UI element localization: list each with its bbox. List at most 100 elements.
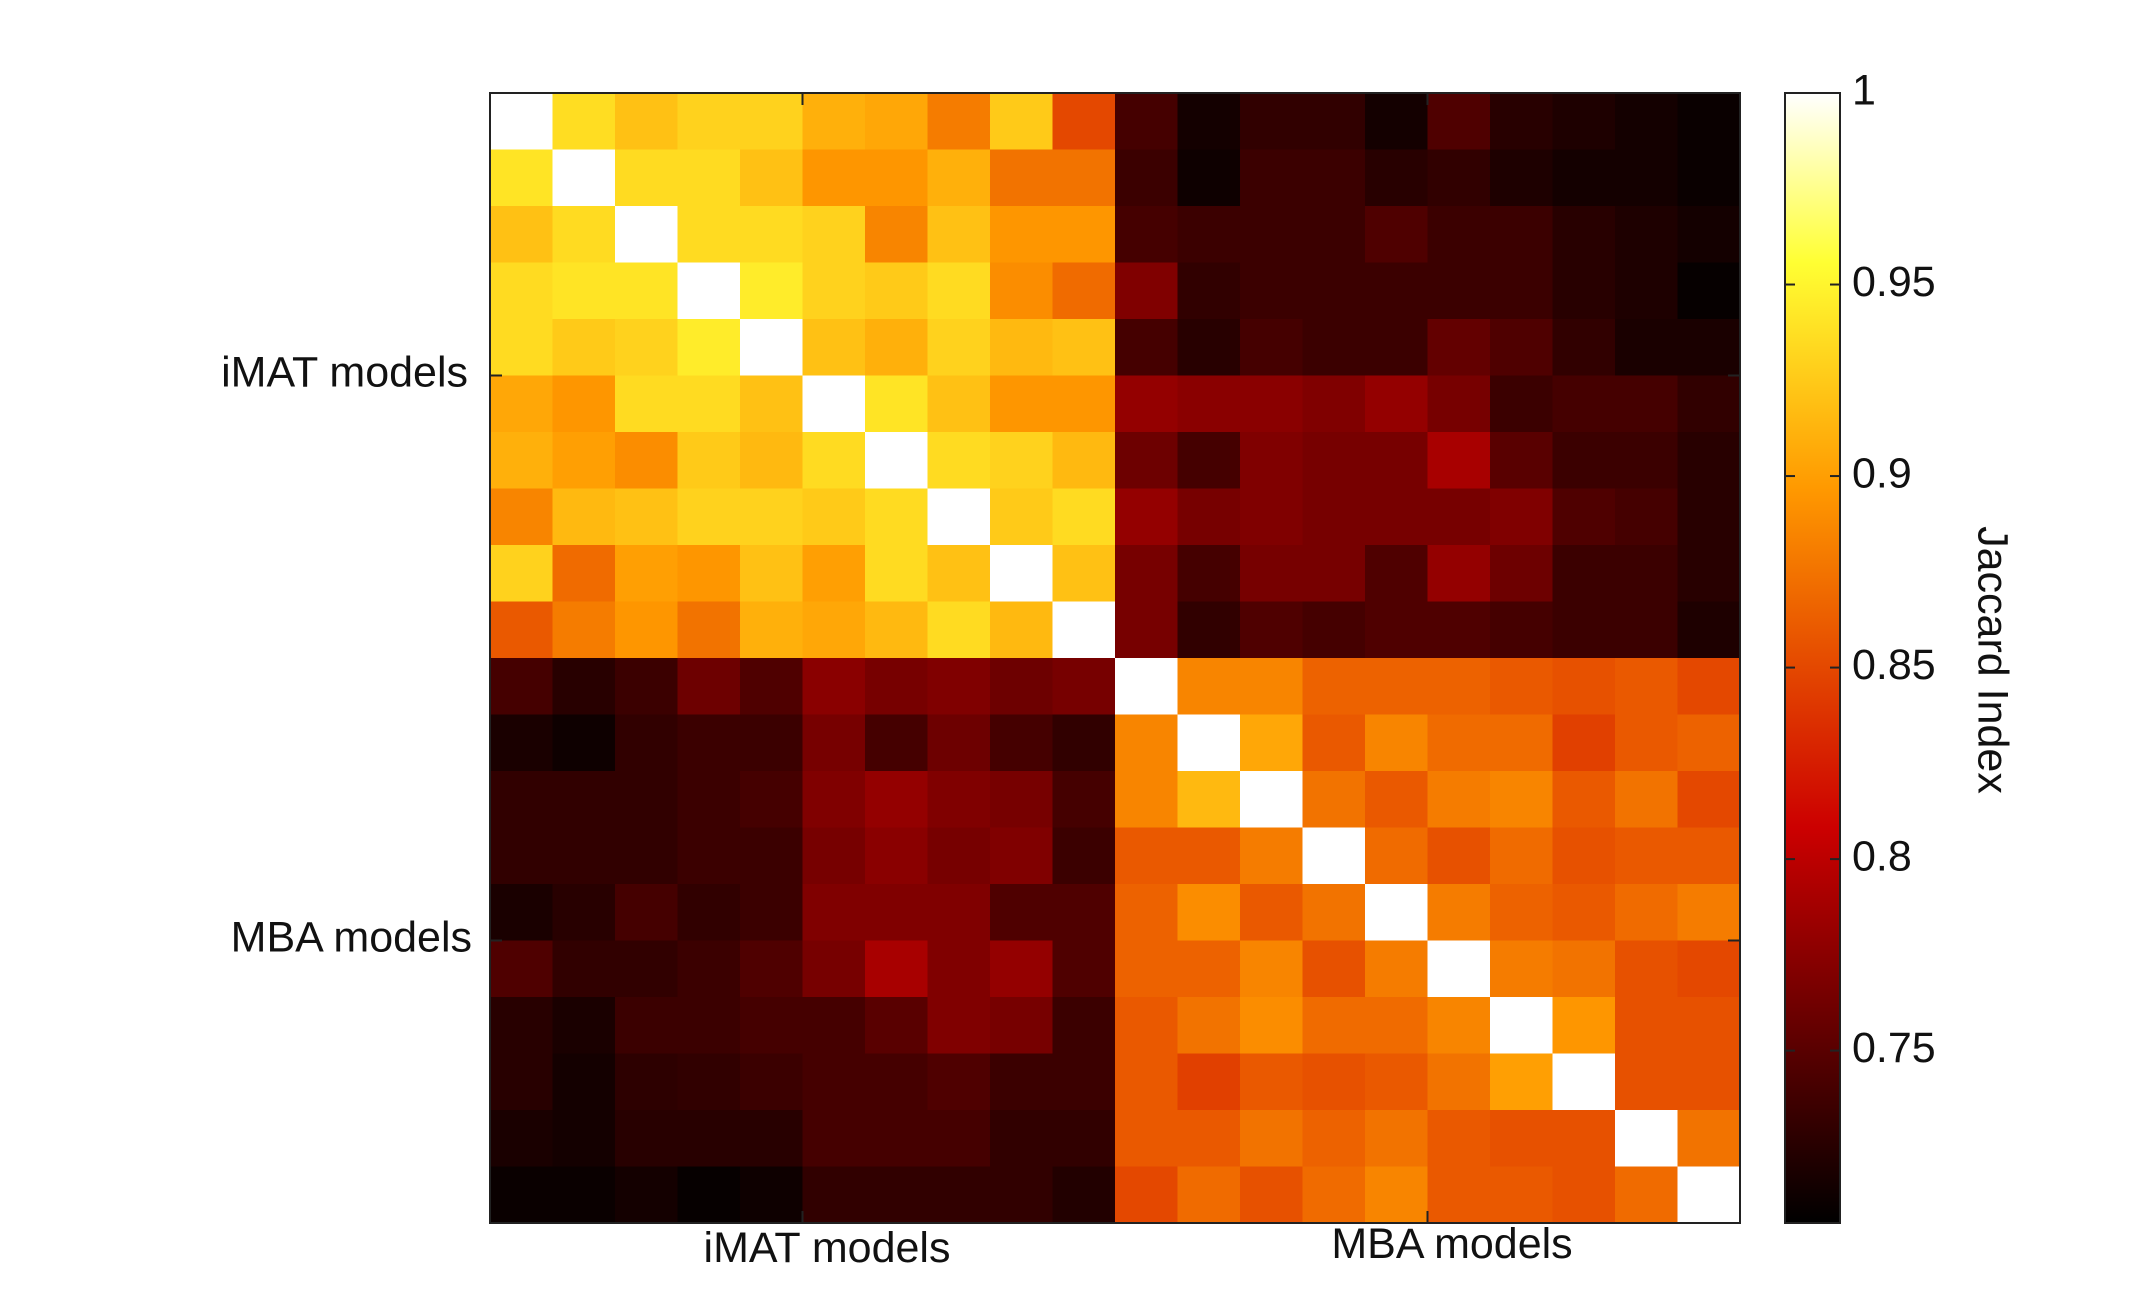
heatmap-cell [802,206,866,264]
heatmap-cell [1115,658,1179,716]
heatmap-cell [740,488,804,546]
heatmap-cell [1302,319,1366,377]
heatmap-cell [677,375,741,433]
heatmap-cell [1115,319,1179,377]
heatmap-cell [865,319,929,377]
heatmap-cell [1115,149,1179,207]
heatmap-cell [615,884,679,942]
heatmap-cell [990,601,1054,659]
heatmap-cell [1677,319,1741,377]
heatmap-cell [1302,206,1366,264]
heatmap-cell [1240,488,1304,546]
heatmap-cell [1177,1053,1241,1111]
heatmap-cell [490,771,554,829]
heatmap-cell [1552,545,1616,603]
heatmap-cell [552,827,616,885]
heatmap-cell [865,940,929,998]
heatmap-cell [1365,714,1429,772]
heatmap-cell [490,658,554,716]
heatmap-cell [1677,1166,1741,1224]
heatmap-cell [615,601,679,659]
heatmap-cell [552,375,616,433]
heatmap-cell [1177,93,1241,151]
heatmap-cell [1677,714,1741,772]
heatmap-cell [615,1110,679,1168]
heatmap-cell [802,1166,866,1224]
heatmap-cell [927,1166,991,1224]
heatmap-cell [1677,771,1741,829]
heatmap-cell [1302,658,1366,716]
colorbar-ticks: 1 0.95 0.9 0.85 0.8 0.75 [1785,66,1936,1072]
heatmap-cell [1052,940,1116,998]
heatmap-cell [1552,771,1616,829]
heatmap-cell [552,488,616,546]
heatmap-cell [1177,375,1241,433]
heatmap-cell [1115,545,1179,603]
heatmap-cell [927,488,991,546]
heatmap-cell [1427,771,1491,829]
heatmap-cell [802,714,866,772]
heatmap-cell [1240,1053,1304,1111]
heatmap-cell [740,997,804,1055]
heatmap-cell [490,1053,554,1111]
heatmap-cell [802,488,866,546]
heatmap-cell [740,375,804,433]
heatmap-cell [1490,771,1554,829]
heatmap-cell [865,1110,929,1168]
heatmap-cell [1490,827,1554,885]
heatmap-cell [1677,262,1741,320]
heatmap-cell [740,1110,804,1168]
heatmap-cell [677,93,741,151]
heatmap-cell [1427,545,1491,603]
heatmap-cell [552,714,616,772]
heatmap-cell [1052,375,1116,433]
heatmap-cell [677,1166,741,1224]
heatmap-cell [490,884,554,942]
x-tick-label-imat: iMAT models [704,1224,951,1272]
heatmap-cell [990,771,1054,829]
heatmap-cell [1552,997,1616,1055]
heatmap-cell [927,714,991,772]
heatmap-cell [490,319,554,377]
heatmap-cell [1615,997,1679,1055]
heatmap-cell [865,545,929,603]
heatmap-cell [990,488,1054,546]
heatmap-cell [990,262,1054,320]
heatmap-cell [1302,1053,1366,1111]
heatmap-cell [927,1053,991,1111]
heatmap-cell [1052,93,1116,151]
heatmap-cell [1615,1166,1679,1224]
heatmap-cell [740,206,804,264]
heatmap-cell [1490,545,1554,603]
heatmap-cell [1677,1053,1741,1111]
heatmap-cell [1365,1053,1429,1111]
heatmap-cell [1115,997,1179,1055]
heatmap-cell [677,319,741,377]
heatmap-cell [677,714,741,772]
heatmap-cell [552,319,616,377]
heatmap-cell [927,884,991,942]
heatmap-cell [740,714,804,772]
heatmap-cell [865,488,929,546]
heatmap-cell [552,1053,616,1111]
heatmap-cell [552,771,616,829]
heatmap-cell [1427,262,1491,320]
heatmap-cell [1240,714,1304,772]
heatmap-cell [1240,432,1304,490]
heatmap-cell [552,940,616,998]
heatmap-cell [1177,1166,1241,1224]
heatmap-cell [1427,1110,1491,1168]
heatmap-cell [1115,206,1179,264]
heatmap-cell [1365,149,1429,207]
heatmap-cell [927,93,991,151]
heatmap-cell [1115,432,1179,490]
heatmap-cell [615,997,679,1055]
heatmap-cell [1552,375,1616,433]
heatmap-cell [615,149,679,207]
heatmap-cell [1677,375,1741,433]
y-tick-label-mba: MBA models [231,913,472,961]
heatmap-cell [1365,1110,1429,1168]
heatmap-cell [1177,884,1241,942]
heatmap-cell [865,997,929,1055]
heatmap-cell [1240,601,1304,659]
